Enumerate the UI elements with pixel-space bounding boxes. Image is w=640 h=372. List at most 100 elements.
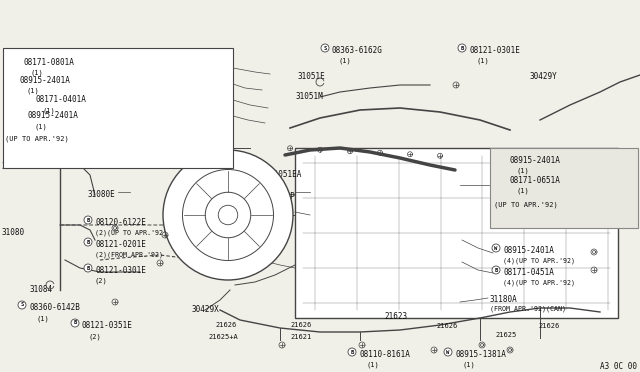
Text: B: B: [86, 240, 90, 244]
Text: (4)(UP TO APR.'92): (4)(UP TO APR.'92): [503, 257, 575, 263]
Text: W: W: [500, 155, 504, 160]
Circle shape: [444, 348, 452, 356]
Text: 08110-8161A: 08110-8161A: [359, 350, 410, 359]
Text: 08171-0801A: 08171-0801A: [23, 58, 74, 67]
Text: 08363-6162G: 08363-6162G: [332, 46, 383, 55]
Circle shape: [71, 319, 79, 327]
Circle shape: [321, 44, 329, 52]
Text: 08121-0201E: 08121-0201E: [95, 240, 146, 249]
Text: 21626: 21626: [538, 323, 559, 329]
Circle shape: [498, 154, 506, 162]
Text: 21626: 21626: [215, 322, 236, 328]
Text: (1): (1): [476, 57, 489, 64]
Text: 31180A: 31180A: [490, 295, 518, 304]
Text: W: W: [446, 350, 450, 355]
Circle shape: [18, 301, 26, 309]
Circle shape: [492, 266, 500, 274]
Text: (2): (2): [89, 333, 102, 340]
Text: 08915-2401A: 08915-2401A: [503, 246, 554, 255]
Text: S: S: [20, 302, 24, 308]
Polygon shape: [295, 148, 618, 318]
Circle shape: [182, 170, 273, 260]
Text: B: B: [500, 176, 504, 180]
Text: 30429Y: 30429Y: [530, 72, 557, 81]
Circle shape: [163, 150, 293, 280]
Text: 08915-2401A: 08915-2401A: [19, 76, 70, 85]
Text: (1): (1): [516, 167, 529, 173]
Circle shape: [13, 55, 22, 64]
Text: B: B: [28, 94, 31, 99]
Text: 08915-2401A: 08915-2401A: [28, 111, 79, 120]
Circle shape: [8, 74, 17, 83]
Text: 08915-2401A: 08915-2401A: [509, 156, 560, 165]
Text: 08360-6142B: 08360-6142B: [29, 303, 80, 312]
Circle shape: [26, 93, 35, 102]
Text: (FROM APR.'92)(CAN): (FROM APR.'92)(CAN): [490, 306, 566, 312]
Text: 21621: 21621: [290, 334, 311, 340]
Polygon shape: [3, 48, 233, 168]
Circle shape: [84, 216, 92, 224]
Text: 08171-0401A: 08171-0401A: [36, 95, 87, 104]
Text: S: S: [323, 45, 326, 51]
Circle shape: [492, 244, 500, 252]
Text: (1): (1): [36, 315, 49, 321]
Text: (2): (2): [95, 278, 108, 285]
Text: 08121-0351E: 08121-0351E: [82, 321, 133, 330]
Text: 31051EA: 31051EA: [270, 170, 302, 179]
Text: 08121-0301E: 08121-0301E: [469, 46, 520, 55]
Text: 31051E: 31051E: [298, 72, 326, 81]
Text: 21626: 21626: [436, 323, 457, 329]
Circle shape: [218, 205, 237, 225]
Text: B: B: [15, 58, 19, 62]
Text: (1): (1): [462, 361, 475, 368]
Text: (1): (1): [30, 70, 43, 77]
Circle shape: [348, 348, 356, 356]
Text: 08121-0301E: 08121-0301E: [95, 266, 146, 275]
Text: (UP TO APR.'92): (UP TO APR.'92): [5, 135, 68, 141]
Polygon shape: [490, 148, 638, 228]
Text: (2)(UP TO APR.'92): (2)(UP TO APR.'92): [95, 230, 167, 237]
Text: 32009P: 32009P: [268, 192, 296, 201]
Text: 21625: 21625: [495, 332, 516, 338]
Text: W: W: [12, 76, 15, 80]
Text: 31009: 31009: [148, 143, 171, 152]
Text: B: B: [86, 218, 90, 222]
Text: B: B: [460, 45, 463, 51]
Text: 21626: 21626: [290, 322, 311, 328]
Text: 08171-0451A: 08171-0451A: [503, 268, 554, 277]
Circle shape: [84, 238, 92, 246]
Text: 31084: 31084: [30, 285, 53, 294]
Circle shape: [458, 44, 466, 52]
Circle shape: [205, 192, 251, 238]
Circle shape: [84, 264, 92, 272]
Text: W: W: [20, 110, 24, 115]
Text: 31042: 31042: [242, 262, 265, 271]
Text: (UP TO APR.'92): (UP TO APR.'92): [494, 202, 557, 208]
Text: (1): (1): [516, 187, 529, 193]
Text: 31020M: 31020M: [265, 210, 292, 219]
Text: A3 0C 00 9: A3 0C 00 9: [600, 362, 640, 371]
Text: (1): (1): [26, 88, 39, 94]
Text: (1): (1): [339, 57, 352, 64]
Text: W: W: [494, 246, 498, 250]
Text: 08120-6122E: 08120-6122E: [95, 218, 146, 227]
Text: 31051M: 31051M: [296, 92, 324, 101]
Text: B: B: [86, 266, 90, 270]
Text: B: B: [494, 267, 498, 273]
Circle shape: [17, 109, 26, 118]
Text: 30429X: 30429X: [192, 305, 220, 314]
Text: B: B: [350, 350, 354, 355]
Text: B: B: [74, 321, 77, 326]
Text: 31080E: 31080E: [88, 190, 116, 199]
Text: (4)(UP TO APR.'92): (4)(UP TO APR.'92): [503, 279, 575, 285]
Text: 21623: 21623: [384, 312, 407, 321]
Text: 08171-0651A: 08171-0651A: [509, 176, 560, 185]
Text: (1): (1): [366, 361, 379, 368]
Circle shape: [498, 174, 506, 182]
Text: 31086: 31086: [2, 162, 25, 171]
Text: (2)(FROM APR.'92): (2)(FROM APR.'92): [95, 252, 163, 259]
Text: 08915-1381A: 08915-1381A: [455, 350, 506, 359]
Text: (1): (1): [35, 123, 48, 129]
Text: 21625+A: 21625+A: [208, 334, 237, 340]
Text: (1): (1): [43, 107, 56, 113]
